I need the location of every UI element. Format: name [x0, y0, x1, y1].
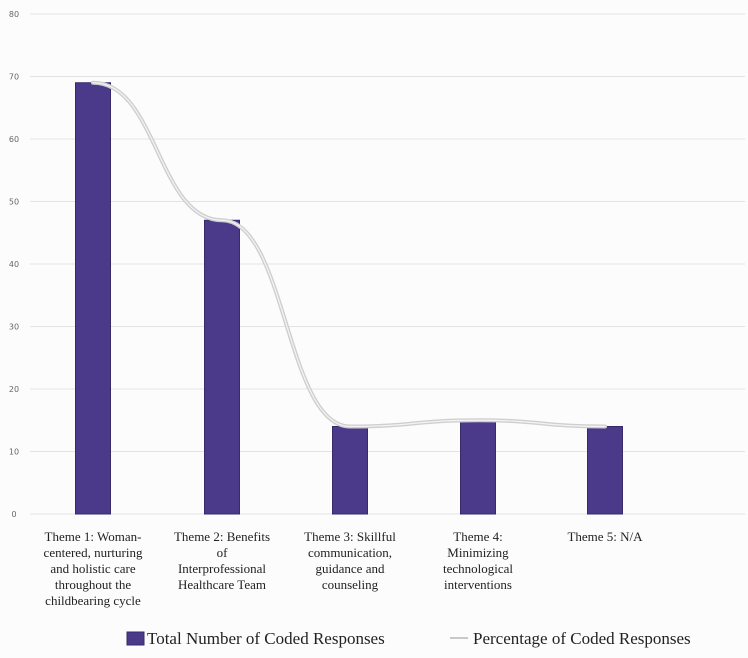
series-line-highlight: [92, 82, 606, 428]
x-category-label: Theme 1: Woman-centered, nurturing and ho…: [44, 529, 143, 608]
y-tick-label: 40: [9, 260, 19, 269]
legend-label-line: Percentage of Coded Responses: [473, 629, 691, 648]
x-category-label: Theme 4: Minimizing technological intervent…: [443, 529, 513, 592]
y-tick-label: 0: [11, 510, 16, 519]
legend-label-bars: Total Number of Coded Responses: [147, 629, 385, 648]
bar: [332, 426, 368, 515]
y-tick-label: 60: [9, 135, 19, 144]
y-tick-label: 70: [9, 73, 19, 82]
y-tick-label: 50: [9, 198, 19, 207]
y-tick-label: 20: [9, 385, 19, 394]
bar: [587, 426, 623, 515]
y-tick-label: 80: [9, 10, 19, 19]
legend-swatch-bars: [126, 631, 145, 646]
series-line-percentage: [91, 80, 607, 429]
x-category-label: Theme 3: Skillful communication, guidance …: [304, 529, 396, 592]
bar: [75, 82, 111, 515]
y-tick-label: 10: [9, 448, 19, 457]
x-category-label: Theme 5: N/A: [567, 529, 643, 544]
y-tick-label: 30: [9, 323, 19, 332]
bar: [460, 419, 496, 515]
bar: [204, 219, 240, 515]
x-category-label: Theme 2: Benefits of Interprofessional Heal…: [174, 529, 270, 592]
